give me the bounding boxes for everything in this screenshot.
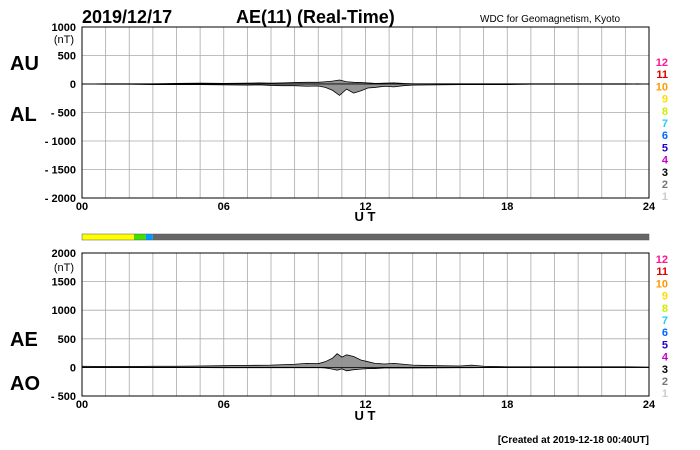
- au-al-panel: 1000 500 0 - 500 - 1000 - 1500 - 2000 00 06 12 18…: [10, 22, 656, 224]
- legend-entry: 12: [656, 254, 668, 266]
- ae-label: AE: [10, 329, 38, 351]
- legend-entry: 11: [656, 266, 668, 278]
- ae-ao-trace-1: [82, 367, 649, 372]
- ae-ao-unit: (nT): [54, 262, 74, 274]
- legend-entry: 12: [656, 57, 668, 69]
- x-tick-label: 12: [359, 399, 371, 411]
- coverage-bar-outline: [81, 233, 650, 241]
- legend-entry: 10: [656, 278, 668, 290]
- au-al-y-ticks: 1000 500 0 - 500 - 1000 - 1500 - 2000: [45, 22, 76, 205]
- coverage-segment: [133, 234, 146, 240]
- legend-entry: 8: [662, 106, 668, 118]
- legend-entry: 3: [662, 364, 668, 376]
- x-tick-label: 00: [76, 399, 88, 411]
- x-tick-label: 06: [218, 201, 230, 213]
- y-tick-label: 1000: [52, 305, 76, 317]
- y-tick-label: - 1500: [45, 165, 76, 177]
- chart-source: WDC for Geomagnetism, Kyoto: [480, 14, 620, 25]
- y-tick-label: 1000: [52, 22, 76, 34]
- ae-ao-x-ticks: 00 06 12 18 24: [76, 399, 656, 411]
- legend-entry: 9: [662, 291, 668, 303]
- legend-entry: 4: [662, 352, 669, 364]
- ae-ao-traces: [81, 353, 650, 372]
- legend-entry: 11: [656, 69, 668, 81]
- legend-entry: 5: [662, 142, 668, 154]
- coverage-segment: [82, 234, 134, 240]
- y-tick-label: - 2000: [45, 193, 76, 205]
- x-tick-label: 06: [218, 399, 230, 411]
- x-tick-label: 24: [643, 399, 656, 411]
- ae-ao-plot-frame: [81, 252, 650, 397]
- al-label: AL: [10, 104, 37, 126]
- y-tick-label: 0: [70, 79, 76, 91]
- legend-entry: 6: [662, 130, 668, 142]
- legend-entry: 2: [662, 179, 668, 191]
- legend-entry: 3: [662, 167, 668, 179]
- x-tick-label: 00: [76, 201, 88, 213]
- y-tick-label: 0: [70, 362, 76, 374]
- x-tick-label: 12: [359, 201, 371, 213]
- legend-entry: 8: [662, 303, 668, 315]
- au-al-trace-1: [81, 83, 650, 96]
- coverage-segment: [145, 234, 153, 240]
- legend-entry: 1: [662, 191, 668, 203]
- legend-entry: 5: [662, 339, 668, 351]
- y-tick-label: - 500: [51, 108, 76, 120]
- x-tick-label: 18: [501, 201, 513, 213]
- ae-ao-grid: [82, 253, 649, 396]
- created-timestamp: [Created at 2019-12-18 00:40UT]: [498, 435, 649, 446]
- ae-ao-x-axis-label: U T: [355, 408, 376, 423]
- y-tick-label: 500: [58, 51, 76, 63]
- au-al-grid: [82, 27, 649, 198]
- au-al-plot-frame: [81, 26, 650, 199]
- x-tick-label: 18: [501, 399, 513, 411]
- legend-entry: 6: [662, 327, 668, 339]
- legend-entry: 1: [662, 388, 668, 400]
- legend-entry: 10: [656, 81, 668, 93]
- station-coverage-bar: [81, 233, 650, 241]
- au-al-unit: (nT): [54, 34, 74, 46]
- ae-ao-y-ticks: 2000 1500 1000 500 0 - 500: [51, 248, 76, 403]
- legend-entry: 9: [662, 94, 668, 106]
- legend-entry: 7: [662, 118, 668, 130]
- y-tick-label: - 500: [51, 391, 76, 403]
- ao-label: AO: [10, 373, 40, 395]
- au-al-traces: [81, 79, 650, 96]
- ae-ao-trace-0: [81, 353, 650, 368]
- x-tick-label: 24: [643, 201, 656, 213]
- y-tick-label: 1500: [52, 277, 76, 289]
- coverage-segment: [152, 234, 649, 240]
- y-tick-label: 500: [58, 334, 76, 346]
- ae-ao-panel: 2000 1500 1000 500 0 - 500 00 06 12 18 24 (nT) U …: [10, 248, 656, 423]
- chart-title: AE(11) (Real-Time): [236, 7, 395, 27]
- legend-entry: 7: [662, 315, 668, 327]
- au-al-x-ticks: 00 06 12 18 24: [76, 201, 656, 213]
- legend-entry: 2: [662, 376, 668, 388]
- chart-date: 2019/12/17: [82, 7, 172, 27]
- legend-entry: 4: [662, 155, 669, 167]
- y-tick-label: 2000: [52, 248, 76, 260]
- y-tick-label: - 1000: [45, 136, 76, 148]
- au-al-x-axis-label: U T: [355, 209, 376, 224]
- au-label: AU: [10, 53, 39, 75]
